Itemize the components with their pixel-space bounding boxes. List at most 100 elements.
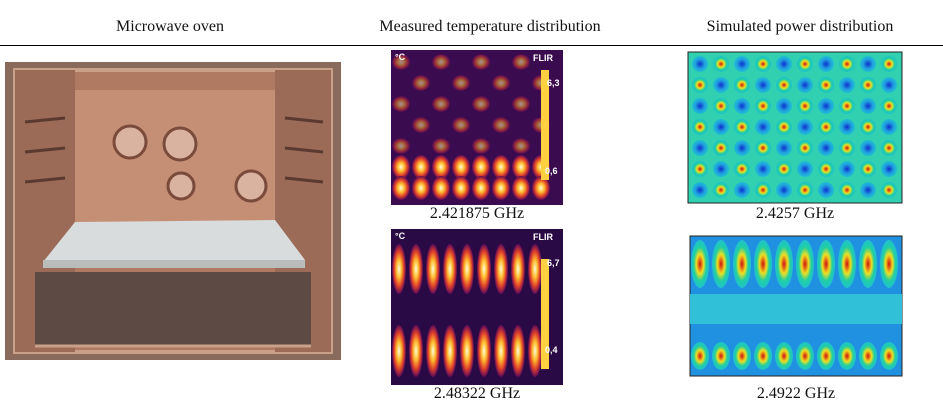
brand-label: FLIR	[533, 232, 553, 242]
blob	[712, 342, 730, 370]
blob	[492, 155, 510, 179]
blob	[839, 161, 855, 177]
blob	[392, 176, 410, 200]
blob	[472, 54, 490, 70]
blob	[712, 240, 730, 288]
blob	[796, 240, 814, 288]
blob	[776, 161, 792, 177]
blob	[755, 119, 771, 135]
blob	[817, 342, 835, 370]
blob	[477, 325, 491, 377]
blob	[881, 140, 897, 156]
blob	[477, 244, 491, 294]
blob	[776, 98, 792, 114]
blob	[432, 96, 450, 112]
blob	[432, 155, 450, 179]
blob	[443, 325, 457, 377]
blob	[409, 244, 423, 294]
blob	[881, 182, 897, 198]
scale-max: 6,7	[547, 258, 560, 268]
blob	[818, 182, 834, 198]
blob	[692, 140, 708, 156]
blob	[776, 182, 792, 198]
blob	[839, 119, 855, 135]
blob	[839, 56, 855, 72]
blob	[432, 176, 450, 200]
blob	[839, 182, 855, 198]
blob	[494, 325, 508, 377]
thermal-image	[391, 50, 563, 205]
blob	[734, 98, 750, 114]
blob	[734, 161, 750, 177]
simulation-image	[689, 235, 903, 377]
blob	[818, 161, 834, 177]
blob	[412, 155, 430, 179]
blob	[492, 117, 510, 133]
blob	[532, 176, 550, 200]
blob	[460, 244, 474, 294]
blob	[541, 259, 549, 369]
blob	[838, 240, 856, 288]
blob	[733, 342, 751, 370]
blob	[859, 240, 877, 288]
blob	[775, 240, 793, 288]
blob	[412, 117, 430, 133]
blob	[713, 140, 729, 156]
column-header: Microwave oven	[116, 18, 224, 35]
blob	[860, 56, 876, 72]
scale-min: 0,6	[545, 166, 558, 176]
blob	[426, 244, 440, 294]
blob	[734, 182, 750, 198]
blob	[755, 98, 771, 114]
blob	[392, 138, 410, 154]
blob	[839, 140, 855, 156]
blob	[511, 325, 525, 377]
blob	[692, 161, 708, 177]
blob	[797, 119, 813, 135]
blob	[797, 98, 813, 114]
blob	[881, 119, 897, 135]
blob	[409, 325, 423, 377]
blob	[713, 98, 729, 114]
unit-label: °C	[395, 231, 406, 241]
scale-min: 0,4	[545, 345, 558, 355]
blob	[443, 244, 457, 294]
blob	[691, 342, 709, 370]
blob	[755, 140, 771, 156]
column-header: Simulated power distribution	[706, 18, 894, 35]
blob	[692, 77, 708, 93]
blob	[797, 77, 813, 93]
blob	[818, 119, 834, 135]
blob	[797, 161, 813, 177]
blob	[754, 342, 772, 370]
blob	[512, 138, 530, 154]
blob	[734, 77, 750, 93]
blob	[776, 77, 792, 93]
blob	[755, 161, 771, 177]
blob	[452, 155, 470, 179]
blob	[452, 75, 470, 91]
blob	[860, 161, 876, 177]
blob	[692, 182, 708, 198]
blob	[755, 77, 771, 93]
blob	[392, 325, 406, 377]
blob	[392, 54, 410, 70]
blob	[512, 96, 530, 112]
blob	[818, 98, 834, 114]
blob	[512, 54, 530, 70]
caption: 2.48322 GHz	[433, 385, 521, 402]
blob	[713, 77, 729, 93]
blob	[392, 96, 410, 112]
blob	[713, 56, 729, 72]
caption: 2.421875 GHz	[429, 205, 525, 222]
blob	[713, 119, 729, 135]
blob	[776, 140, 792, 156]
blob	[460, 325, 474, 377]
blob	[776, 56, 792, 72]
blob	[860, 98, 876, 114]
blob	[734, 119, 750, 135]
caption: 2.4257 GHz	[755, 205, 835, 222]
blob	[755, 56, 771, 72]
blob	[796, 342, 814, 370]
unit-label: °C	[395, 52, 406, 62]
